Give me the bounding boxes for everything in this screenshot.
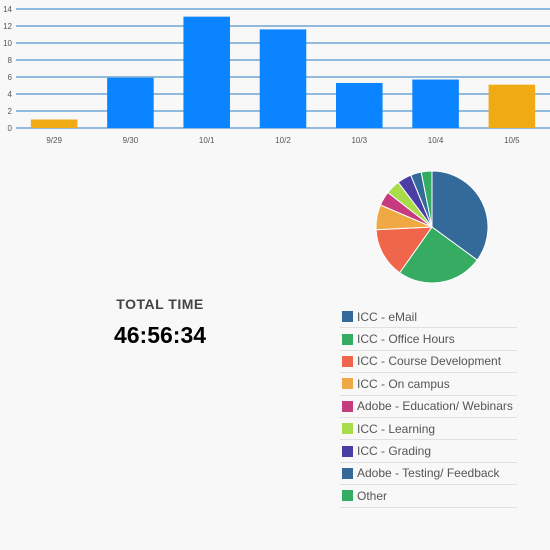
legend-label: ICC - eMail — [357, 309, 418, 324]
pie-slice[interactable] — [398, 226, 478, 284]
total-time-value: 46:56:34 — [113, 322, 207, 348]
legend-item[interactable]: ICC - Grading — [340, 440, 517, 463]
legend-label: ICC - Office Hours — [357, 332, 455, 347]
legend-item[interactable]: ICC - Office Hours — [340, 328, 517, 351]
legend-item[interactable]: Adobe - Education/ Webinars — [340, 396, 517, 418]
x-tick-label: 10/5 — [504, 136, 520, 145]
legend-label: ICC - On campus — [357, 376, 450, 391]
x-tick-label: 10/1 — [199, 136, 215, 145]
legend-item[interactable]: ICC - eMail — [340, 306, 517, 329]
legend-swatch — [342, 490, 353, 502]
y-tick-label: 0 — [8, 124, 13, 133]
legend-label: ICC - Grading — [357, 444, 432, 459]
total-time-label: TOTAL TIME — [116, 296, 204, 312]
x-tick-label: 9/30 — [123, 136, 139, 145]
legend-swatch — [342, 423, 353, 435]
legend-item[interactable]: Other — [340, 485, 517, 508]
total-time-panel: TOTAL TIME 46:56:34 — [70, 296, 250, 349]
legend-swatch — [342, 311, 353, 323]
bar[interactable] — [30, 119, 78, 129]
legend-label: Adobe - Education/ Webinars — [357, 399, 513, 414]
legend-label: ICC - Learning — [357, 421, 436, 436]
pie-slice[interactable] — [375, 226, 434, 274]
legend-item[interactable]: ICC - On campus — [340, 373, 517, 396]
bar[interactable] — [259, 29, 307, 128]
pie-slice[interactable] — [431, 170, 489, 261]
legend-swatch — [342, 445, 353, 457]
legend-item[interactable]: Adobe - Testing/ Feedback — [340, 463, 517, 486]
daily-bar-chart: 0 2 4 6 8 10 12 14 9/29 9/30 10/1 10/2 10/3 10/4 10/5 — [3, 5, 550, 145]
y-tick-label: 12 — [3, 22, 12, 31]
category-pie-chart — [375, 170, 489, 284]
legend-label: Adobe - Testing/ Feedback — [357, 466, 500, 481]
legend-swatch — [342, 333, 353, 345]
y-tick-label: 10 — [3, 39, 12, 48]
x-tick-label: 10/4 — [428, 136, 444, 145]
y-tick-label: 8 — [8, 56, 13, 65]
y-tick-label: 4 — [8, 90, 13, 99]
bar[interactable] — [488, 84, 536, 128]
bar[interactable] — [107, 77, 154, 128]
legend-swatch — [342, 400, 353, 412]
pie-slice[interactable] — [420, 170, 433, 228]
pie-legend: ICC - eMail ICC - Office Hours ICC - Cours… — [340, 306, 517, 508]
x-tick-label: 10/2 — [275, 136, 291, 145]
legend-item[interactable]: ICC - Course Development — [340, 351, 517, 374]
bar[interactable] — [336, 82, 383, 128]
bar[interactable] — [183, 16, 230, 128]
bar[interactable] — [412, 79, 459, 128]
legend-swatch — [342, 467, 353, 479]
y-tick-label: 14 — [3, 5, 12, 14]
legend-swatch — [342, 355, 353, 367]
legend-swatch — [342, 378, 353, 390]
y-tick-label: 6 — [8, 73, 13, 82]
y-tick-label: 2 — [8, 107, 13, 116]
x-tick-label: 9/29 — [46, 136, 62, 145]
legend-label: Other — [357, 488, 388, 503]
legend-label: ICC - Course Development — [357, 354, 502, 369]
legend-item[interactable]: ICC - Learning — [340, 418, 517, 441]
x-tick-label: 10/3 — [351, 136, 367, 145]
